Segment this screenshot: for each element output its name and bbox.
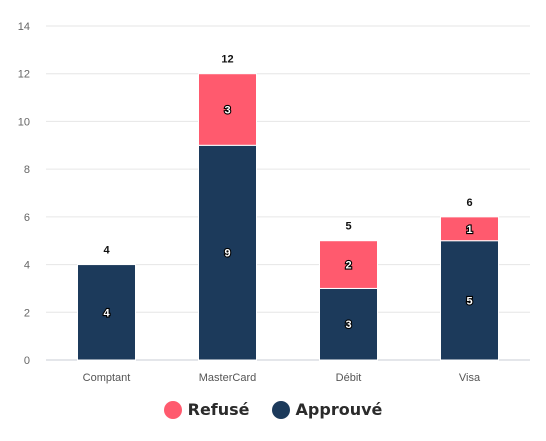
x-category-label: MasterCard xyxy=(199,372,256,384)
legend: Refusé Approuvé xyxy=(0,400,546,419)
bar-value-label: 9 xyxy=(224,248,230,260)
legend-item-refuse[interactable]: Refusé xyxy=(163,400,250,419)
bar-segment[interactable] xyxy=(319,287,378,361)
legend-swatch-approuve xyxy=(271,400,290,419)
stacked-bar-chart: 0 2 4 6 8 10 12 14 4 4 9 3 12 3 2 5 5 1 6 Comptant MasterC… xyxy=(18,21,530,384)
bar-value-label: 3 xyxy=(345,319,351,331)
x-category-label: Visa xyxy=(459,372,481,384)
bar-total-label: 4 xyxy=(103,245,110,257)
y-tick-label: 6 xyxy=(24,212,30,224)
legend-label-refuse: Refusé xyxy=(187,400,250,419)
bars: 4 4 9 3 12 3 2 5 5 1 6 xyxy=(77,54,499,361)
bar-value-label: 2 xyxy=(345,260,351,272)
bar-segment[interactable] xyxy=(319,240,378,289)
x-category-label: Débit xyxy=(336,372,362,384)
y-tick-label: 2 xyxy=(24,307,30,319)
y-axis: 0 2 4 6 8 10 12 14 xyxy=(18,21,30,367)
bar-segment[interactable] xyxy=(440,216,499,242)
bar-total-label: 12 xyxy=(221,54,233,66)
bar-segment[interactable] xyxy=(77,264,136,361)
bar-total-label: 5 xyxy=(345,221,351,233)
legend-item-approuve[interactable]: Approuvé xyxy=(271,400,383,419)
y-tick-label: 10 xyxy=(18,116,30,128)
bar-value-label: 1 xyxy=(466,224,472,236)
y-tick-label: 14 xyxy=(18,21,30,33)
bar-total-label: 6 xyxy=(466,197,472,209)
x-axis: Comptant MasterCard Débit Visa xyxy=(83,372,481,384)
bar-value-label: 4 xyxy=(103,307,110,319)
legend-label-approuve: Approuvé xyxy=(295,400,383,419)
y-tick-label: 12 xyxy=(18,69,30,81)
y-tick-label: 4 xyxy=(24,260,30,272)
legend-swatch-refuse xyxy=(163,400,182,419)
x-category-label: Comptant xyxy=(83,372,131,384)
bar-segment[interactable] xyxy=(198,144,257,361)
bar-segment[interactable] xyxy=(198,73,257,146)
bar-value-label: 3 xyxy=(224,105,230,117)
y-tick-label: 8 xyxy=(24,164,30,176)
y-tick-label: 0 xyxy=(24,355,30,367)
bar-value-label: 5 xyxy=(466,295,472,307)
